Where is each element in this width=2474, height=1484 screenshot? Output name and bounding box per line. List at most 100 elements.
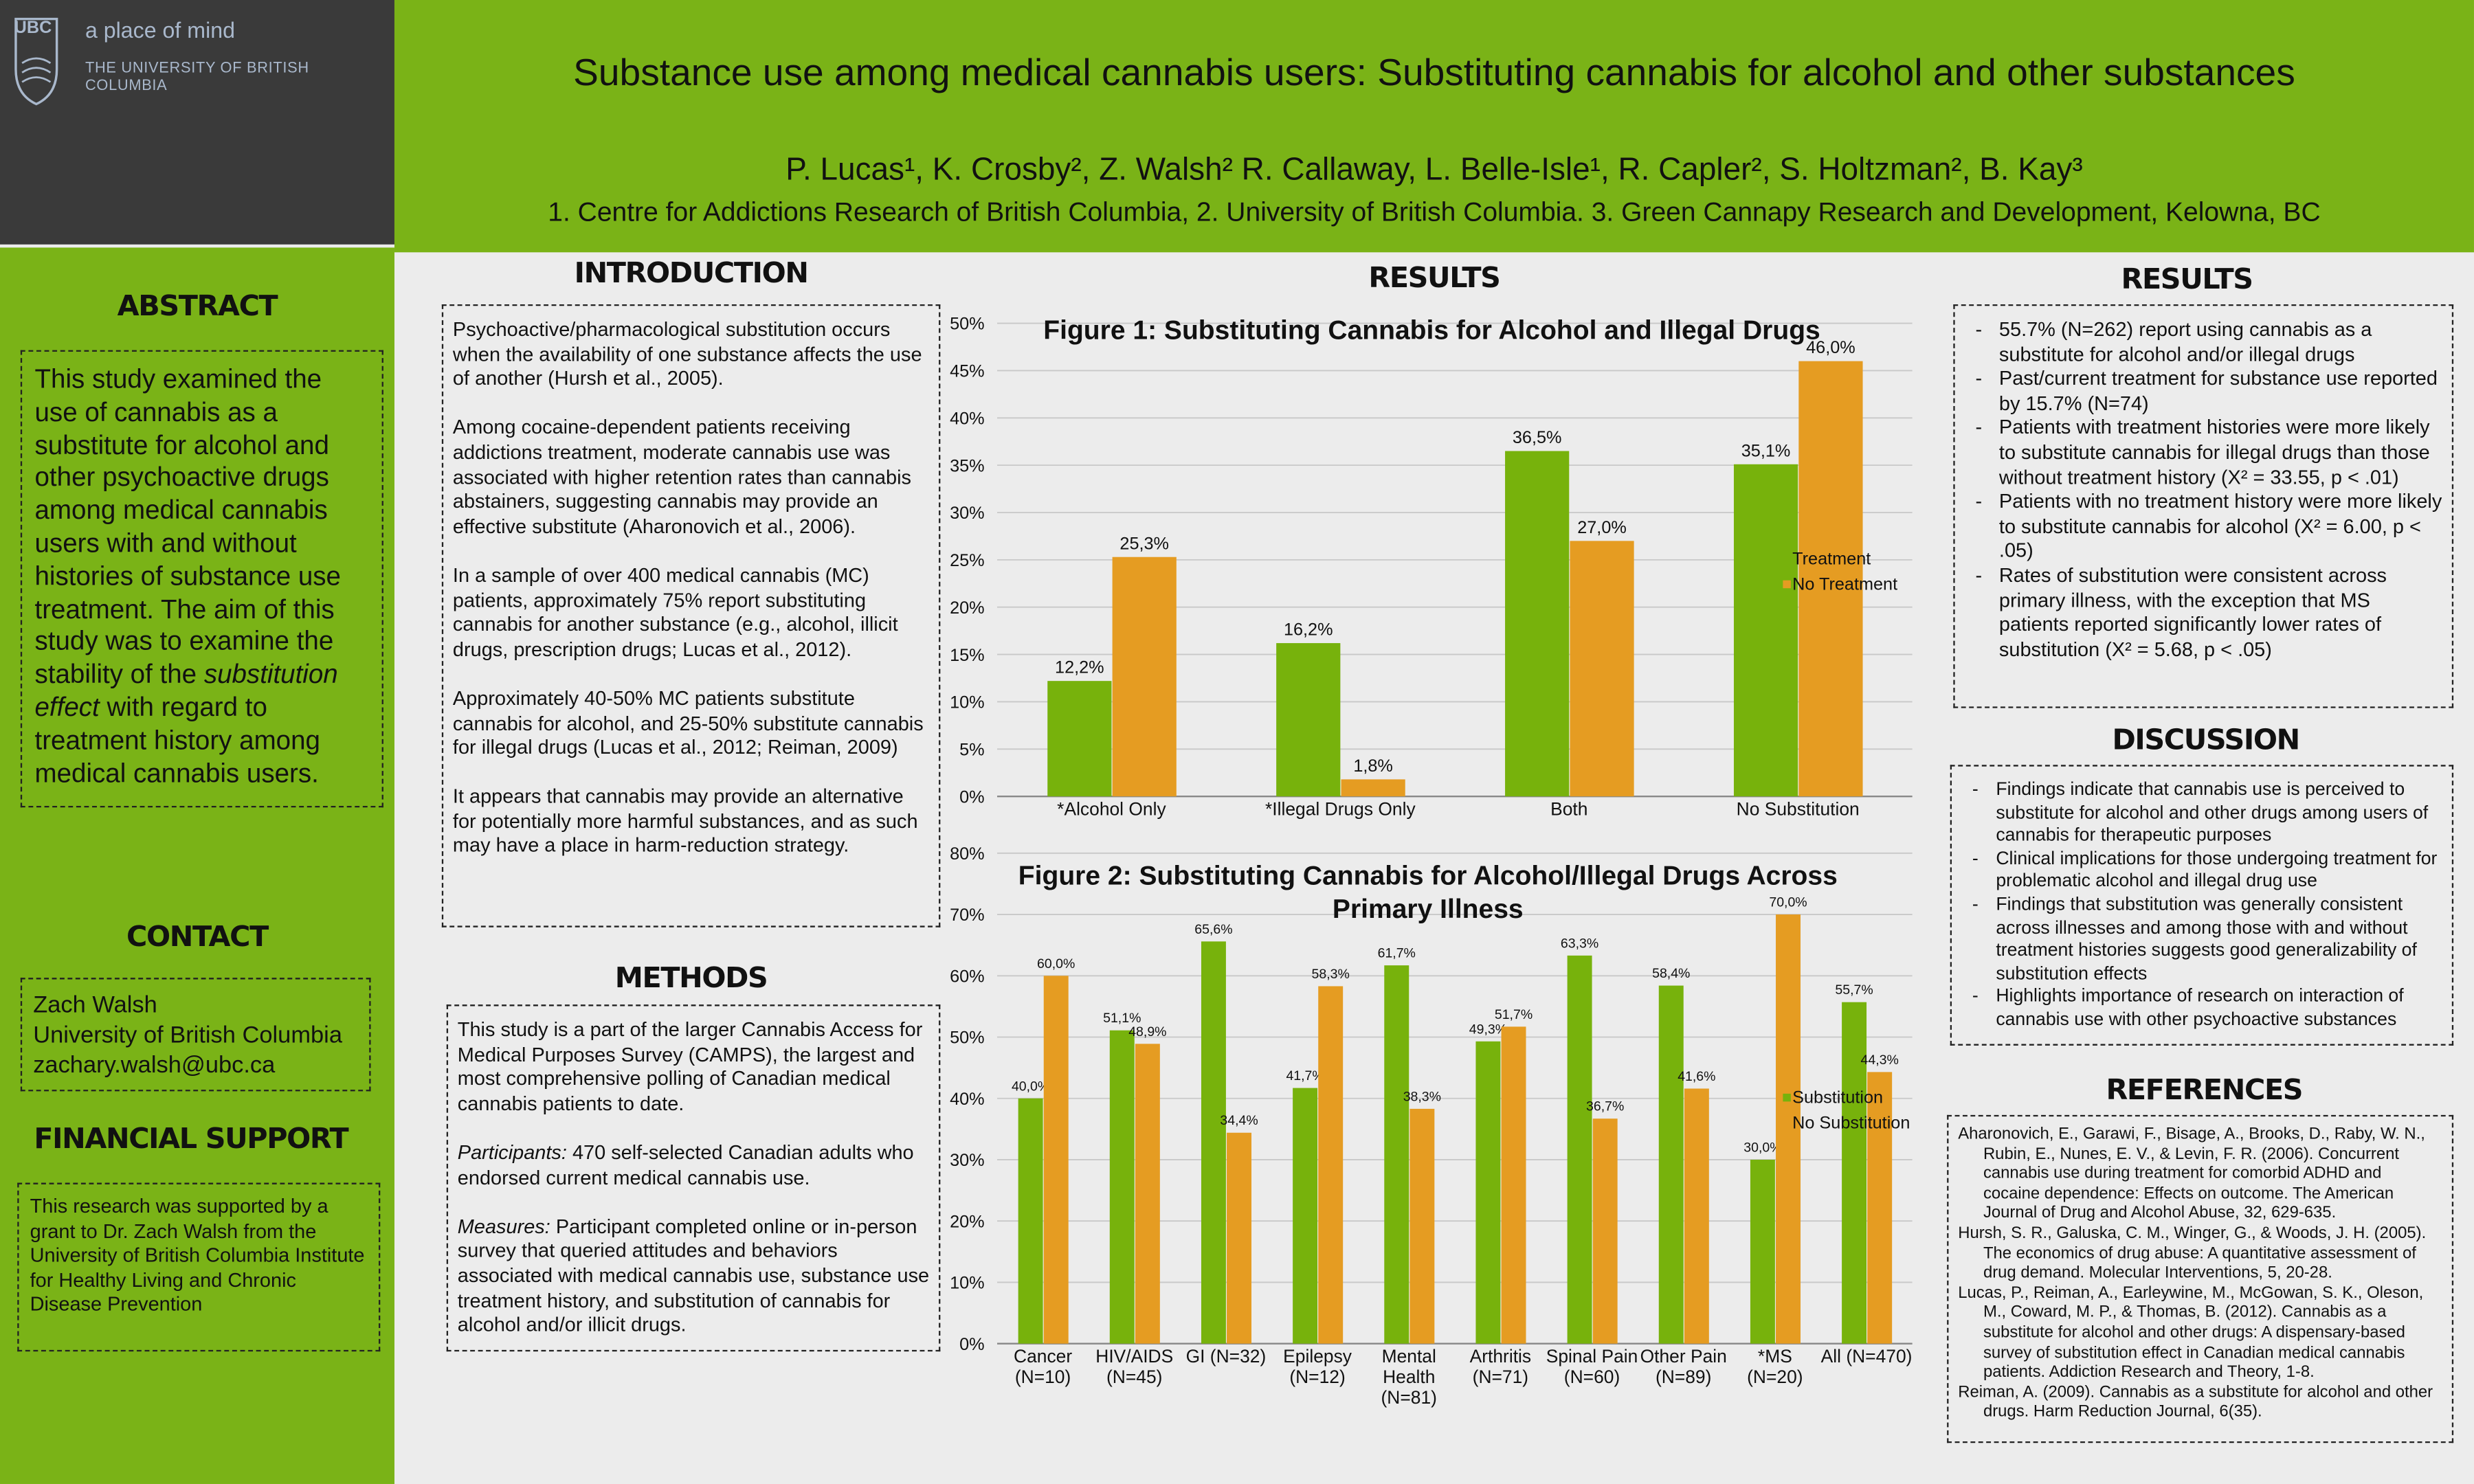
chart-title: Figure 2: Substituting Cannabis for Alco… [1018,861,1838,925]
item-text: 470 self-selected Canadian adults who en… [457,1141,914,1189]
value-label: 58,4% [1652,966,1690,981]
y-tick-label: 60% [950,967,985,986]
section-heading: REFERENCES [2106,1074,2303,1108]
contact-box: Zach Walsh University of British Columbi… [20,978,371,1092]
discussion-box: Findings indicate that cannabis use is p… [1950,765,2454,1046]
section-heading: FINANCIAL SUPPORT [34,1123,348,1156]
x-tick-label: No Substitution [1736,801,1860,820]
x-tick-label: Arthritis (N=71) [1469,1348,1532,1388]
value-label: 55,7% [1835,982,1873,998]
value-label: 61,7% [1378,946,1416,961]
y-tick-label: 35% [950,456,985,475]
section-heading: CONTACT [126,921,269,954]
y-tick-label: 40% [950,409,985,428]
abstract-text: This study examined the use of cannabis … [34,364,341,690]
legend-label: No Treatment [1792,574,1897,594]
legend-label: Substitution [1792,1088,1883,1108]
value-label: 38,3% [1403,1089,1441,1104]
paragraph: Approximately 40-50% MC patients substit… [452,687,924,759]
contact-line: University of British Columbia [33,1022,342,1049]
logo-name: THE UNIVERSITY OF BRITISH COLUMBIA [85,60,309,95]
legend-label: No Substitution [1792,1113,1910,1132]
bar [1867,1072,1893,1344]
affiliations: 1. Centre for Addictions Research of Bri… [548,196,2321,227]
financial-text: This research was supported by a grant t… [30,1195,365,1316]
bullet: Highlights importance of research on int… [1972,986,2442,1032]
legend-swatch [1783,1093,1791,1102]
x-label-box: *Illegal Drugs Only [1265,801,1416,820]
y-tick-label: 30% [950,1151,985,1170]
x-tick-label: Both [1550,801,1588,820]
reference: Reiman, A. (2009). Cannabis as a substit… [1958,1384,2433,1421]
y-tick-label: 40% [950,1090,985,1109]
value-label: 41,7% [1286,1068,1324,1083]
x-label-box: No Substitution [1736,801,1860,820]
value-label: 44,3% [1861,1053,1899,1068]
y-tick-label: 5% [959,740,985,759]
logo-tagline: a place of mind [85,17,235,43]
bar [1505,451,1570,797]
x-label-box: GI (N=32) [1186,1349,1267,1368]
x-tick-label: Spinal Pain (N=60) [1546,1348,1638,1388]
title-box: Figure 1: Substituting Cannabis for Alco… [1043,315,1820,346]
y-tick-label: 20% [950,1212,985,1231]
value-label: 16,2% [1284,620,1333,640]
y-tick-label: 30% [950,504,985,523]
introduction-box: Psychoactive/pharmacological substitutio… [441,304,941,928]
section-heading: ABSTRACT [117,290,278,324]
value-label: 25,3% [1119,534,1169,553]
y-tick-label: 10% [950,693,985,712]
value-label: 70,0% [1769,895,1807,910]
legend-swatch [1783,554,1791,563]
value-label: 65,6% [1194,922,1232,937]
x-label-box: Epilepsy (N=12) [1283,1349,1352,1388]
section-heading: METHODS [614,962,768,996]
authors: P. Lucas¹, K. Crosby², Z. Walsh² R. Call… [785,153,2083,188]
x-label-box: HIV/AIDS (N=45) [1095,1349,1173,1388]
logo-mark: UBC [14,19,52,38]
value-label: 30,0% [1743,1140,1781,1156]
bullet: Past/current treatment for substance use… [1975,368,2442,417]
bullet: Patients with no treatment history were … [1975,491,2442,564]
bar [1109,1030,1135,1344]
value-label: 49,3% [1469,1022,1507,1037]
contact-line: Zach Walsh [33,991,157,1019]
section-heading: RESULTS [1368,262,1501,295]
item-label: Participants: [457,1141,567,1164]
paragraph: Psychoactive/pharmacological substitutio… [452,318,922,390]
value-label: 60,0% [1037,956,1075,971]
y-tick-label: 10% [950,1274,985,1293]
y-tick-label: 70% [950,906,985,925]
bar [1047,681,1112,797]
title-box: Figure 2: Substituting Cannabis for Alco… [1018,861,1838,925]
bar [1750,1159,1775,1344]
poster-title: Substance use among medical cannabis use… [573,52,2295,95]
paragraph: Measures: Participant completed online o… [458,1215,929,1338]
value-label: 41,6% [1678,1069,1715,1084]
chart-title: Figure 1: Substituting Cannabis for Alco… [1043,315,1820,346]
y-tick-label: 20% [950,598,985,618]
y-tick-label: 50% [950,1028,985,1048]
y-tick-label: 0% [959,1335,985,1354]
section-heading: DISCUSSION [2112,723,2300,757]
bar [1112,556,1177,797]
y-tick-label: 50% [950,315,985,334]
paragraph: Among cocaine-dependent patients receivi… [452,416,911,538]
legend-swatch [1783,1118,1791,1127]
reference: Lucas, P., Reiman, A., Earleywine, M., M… [1958,1285,2424,1382]
bullet: 55.7% (N=262) report using cannabis as a… [1975,319,2442,368]
methods-box: This study is a part of the larger Canna… [446,1004,941,1352]
x-label-box: Spinal Pain (N=60) [1546,1348,1638,1388]
bar [1384,965,1409,1344]
x-tick-label: All (N=470) [1820,1348,1913,1368]
item-label: Measures: [457,1215,550,1238]
x-tick-label: *MS (N=20) [1747,1348,1803,1388]
value-label: 34,4% [1220,1113,1258,1128]
logo-shield [14,17,58,106]
x-tick-label: Cancer (N=10) [1014,1348,1073,1388]
header: Substance use among medical cannabis use… [394,0,2474,253]
abstract-text: with regard to treatment history among m… [34,692,320,788]
results-box: 55.7% (N=262) report using cannabis as a… [1953,304,2454,708]
value-label: 48,9% [1128,1024,1166,1039]
